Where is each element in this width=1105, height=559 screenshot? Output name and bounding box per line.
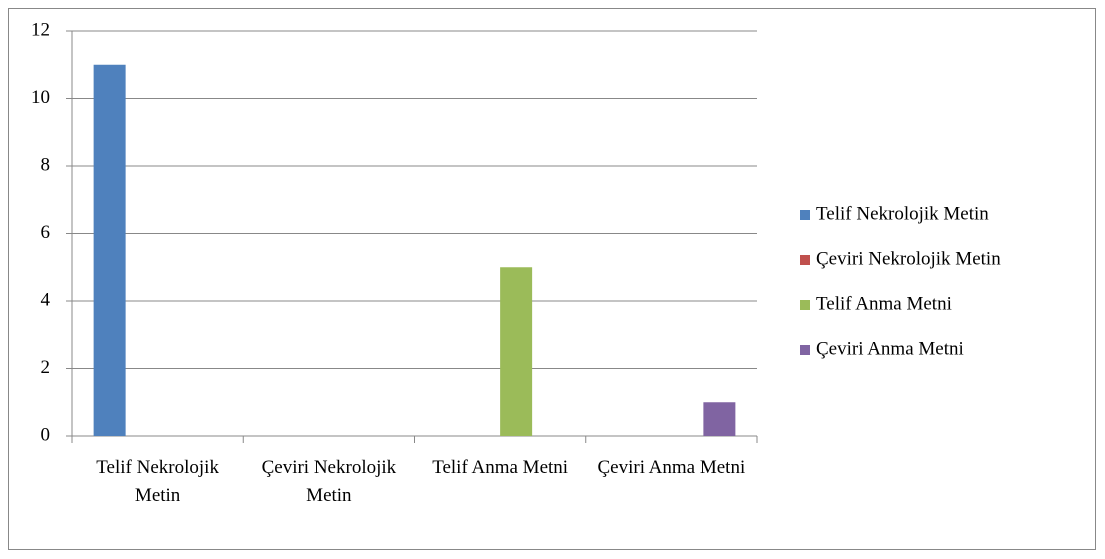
legend-label: Çeviri Anma Metni bbox=[816, 338, 964, 359]
y-tick-label: 0 bbox=[41, 424, 51, 445]
legend-swatch bbox=[800, 210, 810, 220]
legend-swatch bbox=[800, 255, 810, 265]
legend-swatch bbox=[800, 345, 810, 355]
y-tick-label: 12 bbox=[31, 19, 50, 40]
y-tick-label: 2 bbox=[41, 357, 51, 378]
y-tick-label: 10 bbox=[31, 87, 50, 108]
legend-swatch bbox=[800, 300, 810, 310]
x-tick-label: Telif Anma Metni bbox=[432, 457, 569, 478]
y-tick-label: 8 bbox=[41, 154, 51, 175]
y-tick-label: 4 bbox=[41, 289, 51, 310]
legend-label: Çeviri Nekrolojik Metin bbox=[816, 248, 1001, 269]
y-tick-label: 6 bbox=[41, 222, 51, 243]
legend-label: Telif Anma Metni bbox=[816, 293, 952, 314]
x-tick-label: Çeviri Nekrolojik Metin bbox=[261, 457, 397, 506]
bar bbox=[500, 267, 533, 436]
legend-label: Telif Nekrolojik Metin bbox=[816, 203, 989, 224]
bar bbox=[703, 402, 736, 436]
bar bbox=[93, 64, 126, 436]
x-tick-label: Telif Nekrolojik Metin bbox=[96, 457, 219, 506]
x-tick-label: Çeviri Anma Metni bbox=[597, 457, 746, 478]
